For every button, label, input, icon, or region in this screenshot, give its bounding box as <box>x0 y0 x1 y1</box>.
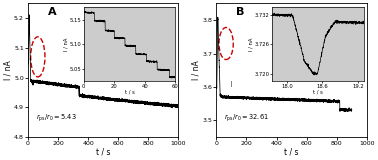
Text: $r_{\mathrm{ps}}/r_0 = 32.61$: $r_{\mathrm{ps}}/r_0 = 32.61$ <box>224 112 269 124</box>
Text: $r_{\mathrm{ps}}/r_0 = 5.43$: $r_{\mathrm{ps}}/r_0 = 5.43$ <box>36 112 76 124</box>
Y-axis label: I / nA: I / nA <box>192 60 201 80</box>
Text: A: A <box>48 8 56 17</box>
X-axis label: t / s: t / s <box>96 148 110 156</box>
Text: B: B <box>236 8 244 17</box>
Y-axis label: I / nA: I / nA <box>3 60 12 80</box>
X-axis label: t / s: t / s <box>284 148 299 156</box>
